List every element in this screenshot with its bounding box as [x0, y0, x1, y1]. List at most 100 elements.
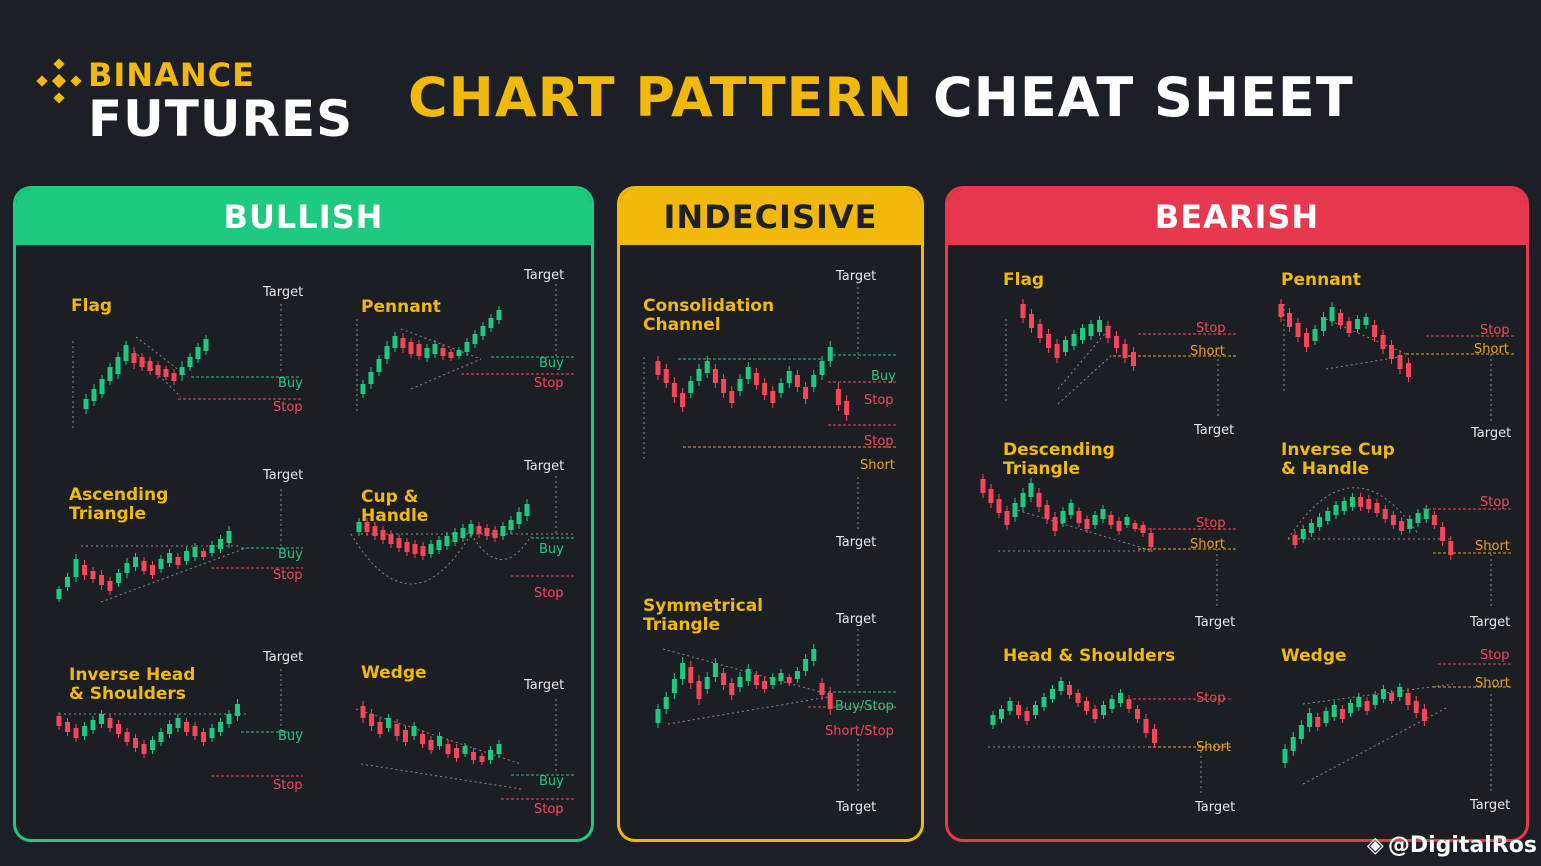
candle-body	[778, 383, 784, 393]
bear-icup-chart	[1287, 487, 1513, 609]
candle-body	[1333, 505, 1339, 515]
candle-body	[107, 367, 113, 381]
candle-body	[1029, 314, 1034, 328]
candle-body	[1348, 703, 1354, 713]
candle-body	[1415, 513, 1421, 523]
candle-body	[1300, 529, 1306, 539]
candle-body	[1304, 333, 1309, 347]
sym-target-top: Target	[836, 612, 877, 627]
bull-cup-target: Target	[524, 459, 565, 474]
candle-body	[1382, 509, 1388, 519]
candle-body	[203, 339, 209, 351]
candle-body	[1084, 701, 1089, 711]
bull-ihs-chart	[56, 669, 303, 777]
candle-body	[192, 547, 198, 557]
candle-body	[1084, 519, 1090, 529]
candle-body	[1372, 325, 1377, 337]
candle-body	[721, 379, 727, 393]
bearish-header: BEARISH	[948, 189, 1526, 245]
bull-flag-buy: Buy	[278, 376, 303, 391]
candle-body	[500, 526, 506, 536]
candle-body	[1329, 307, 1335, 321]
candle-body	[1044, 505, 1050, 519]
bear-desc-name: Descending Triangle	[1003, 440, 1115, 479]
bear-hs-name: Head & Shoulders	[1003, 646, 1176, 666]
bull-flag-name: Flag	[71, 296, 113, 316]
candle-body	[1317, 517, 1323, 527]
candle-body	[432, 344, 438, 354]
candle-body	[1364, 701, 1370, 711]
candle-body	[1132, 523, 1138, 529]
candle-body	[1423, 509, 1429, 519]
candle-body	[226, 714, 232, 724]
candle-body	[1124, 517, 1130, 525]
bull-ihs-buy: Buy	[278, 729, 303, 744]
candle-body	[1405, 693, 1411, 705]
cons-stop-bottom: Stop	[864, 434, 894, 449]
candle-body	[778, 673, 784, 681]
candle-body	[1374, 503, 1380, 513]
candle-body	[488, 318, 494, 328]
candle-body	[1312, 329, 1318, 341]
candle-body	[360, 706, 366, 718]
bear-pennant-chart	[1278, 299, 1516, 422]
candle-body	[1060, 511, 1066, 523]
candle-body	[411, 726, 417, 736]
candle-body	[1390, 515, 1396, 525]
bear-wedge-target: Target	[1470, 798, 1511, 813]
candle-body	[404, 542, 410, 552]
candle-body	[167, 724, 172, 734]
candle-body	[131, 353, 137, 363]
candle-body	[360, 384, 366, 394]
candle-body	[444, 536, 450, 546]
candle-body	[1071, 334, 1077, 346]
candle-body	[663, 697, 669, 709]
candle-body	[201, 732, 206, 742]
brand-line2: FUTURES	[88, 90, 354, 148]
candle-body	[508, 520, 514, 530]
candle-body	[1413, 701, 1419, 713]
candle-body	[1397, 687, 1403, 697]
candle-body	[819, 683, 825, 695]
candle-body	[468, 524, 474, 534]
candle-body	[688, 381, 694, 393]
candle-body	[1440, 527, 1446, 541]
cons-buy: Buy	[871, 369, 896, 384]
bull-wedge-chart	[355, 699, 576, 800]
symmetrical-name: Symmetrical Triangle	[643, 596, 763, 635]
candle-body	[1028, 483, 1034, 497]
candle-body	[372, 526, 378, 536]
candle-body	[1105, 326, 1111, 338]
candle-body	[416, 344, 422, 356]
bull-cup-chart	[350, 476, 576, 585]
candle-body	[1399, 521, 1405, 531]
candle-body	[827, 693, 833, 709]
candle-body	[484, 528, 490, 536]
indecisive-header: INDECISIVE	[620, 189, 921, 245]
candle-body	[1321, 317, 1326, 331]
bull-cup-name: Cup & Handle	[361, 487, 429, 526]
candle-body	[471, 752, 476, 760]
candle-body	[1092, 515, 1098, 525]
candle-body	[90, 571, 96, 579]
candle-body	[424, 348, 430, 358]
candle-body	[1054, 344, 1060, 358]
candle-body	[786, 371, 792, 383]
candle-body	[1363, 317, 1369, 325]
candle-body	[356, 522, 362, 532]
candle-body	[73, 559, 79, 577]
candle-body	[1033, 705, 1038, 715]
candle-body	[1366, 499, 1372, 509]
candle-body	[107, 581, 113, 591]
bear-icup-stop: Stop	[1480, 495, 1510, 510]
candle-body	[1421, 709, 1427, 721]
candle-body	[1131, 352, 1136, 366]
candle-body	[1372, 695, 1378, 705]
candle-body	[369, 714, 374, 726]
candle-body	[671, 679, 677, 693]
candle-body	[1052, 517, 1058, 531]
candle-body	[364, 522, 370, 532]
candle-body	[420, 546, 426, 556]
candle-body	[1108, 515, 1114, 525]
candle-body	[1126, 699, 1132, 709]
